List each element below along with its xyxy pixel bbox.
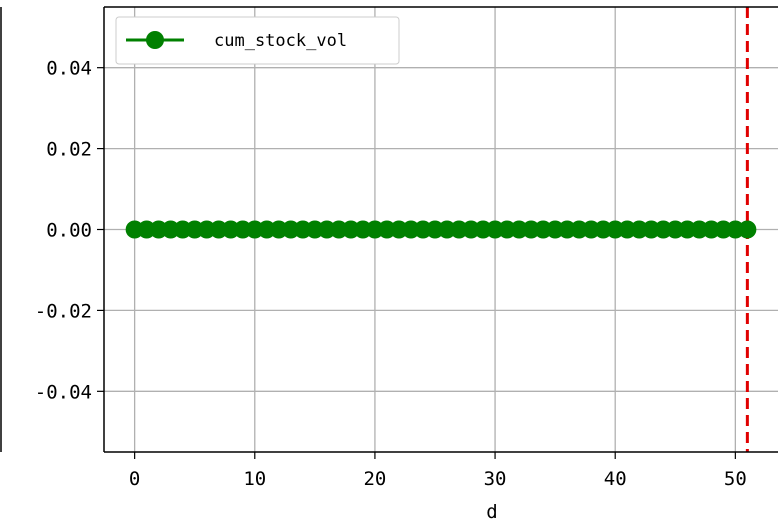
x-tick-label: 20 — [363, 468, 386, 490]
y-tick-label: -0.04 — [35, 381, 92, 403]
legend-label-cum-stock-vol: cum_stock_vol — [214, 31, 347, 51]
x-tick-label: 10 — [243, 468, 266, 490]
x-tick-label: 30 — [484, 468, 507, 490]
y-tick-label: 0.00 — [46, 220, 92, 242]
tick-labels: 0 10 20 30 40 50 0.04 0.02 0.00 -0.02 -0.04 — [35, 58, 747, 490]
x-tick-label: 40 — [604, 468, 627, 490]
legend-marker-swatch — [146, 31, 164, 49]
data-point — [738, 220, 757, 239]
x-tick-label: 0 — [129, 468, 140, 490]
y-tick-label: 0.02 — [46, 139, 92, 161]
legend-box — [115, 16, 400, 65]
x-tick-label: 50 — [724, 468, 747, 490]
y-tick-label: 0.04 — [46, 58, 92, 80]
x-axis-label: d — [486, 501, 497, 522]
y-tick-label: -0.02 — [35, 300, 92, 322]
axes — [0, 6, 778, 459]
series-layer — [125, 220, 757, 239]
legend: cum_stock_vol — [115, 16, 400, 65]
